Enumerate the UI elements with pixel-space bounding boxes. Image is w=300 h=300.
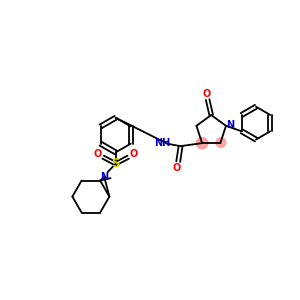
Text: O: O (202, 88, 210, 99)
Text: N: N (100, 172, 108, 182)
Text: N: N (226, 120, 234, 130)
Text: NH: NH (154, 138, 170, 148)
Text: S: S (111, 157, 120, 170)
Text: O: O (130, 148, 138, 159)
Circle shape (196, 137, 208, 149)
Text: O: O (173, 163, 181, 172)
Circle shape (216, 138, 226, 147)
Text: O: O (94, 148, 102, 159)
